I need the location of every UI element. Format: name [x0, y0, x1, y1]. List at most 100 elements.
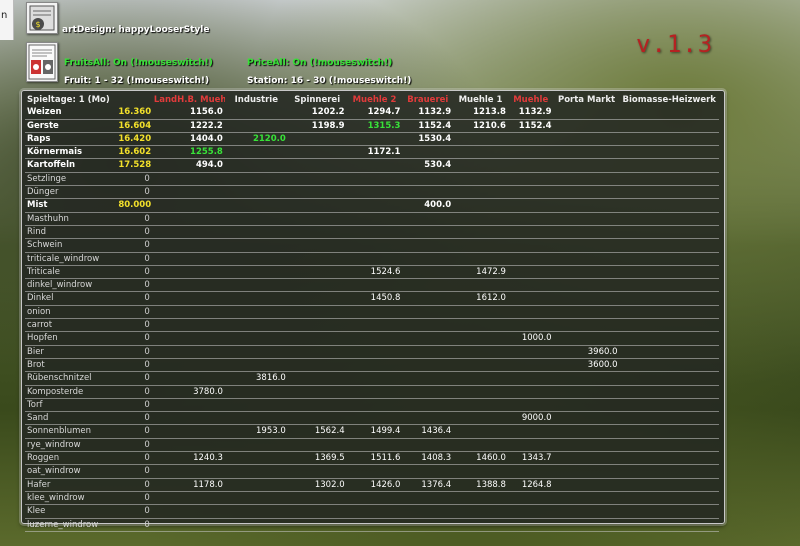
price-cell [402, 318, 454, 333]
stock-amount: 0 [116, 252, 152, 266]
price-cell [151, 424, 225, 439]
price-cell [287, 265, 347, 280]
price-cell [619, 478, 719, 492]
price-cell: 1315.3 [346, 119, 403, 133]
price-cell [553, 145, 620, 160]
price-cell [553, 238, 620, 253]
price-cell [453, 358, 508, 373]
price-cell [553, 504, 620, 519]
table-row: luzerne_windrow 0 [25, 518, 719, 532]
top-bar-fragment: n [0, 0, 14, 40]
price-cell [287, 212, 347, 226]
price-cell [287, 385, 347, 399]
table-row: Rind 0 [25, 225, 719, 240]
price-cell [507, 318, 554, 333]
price-cell: 494.0 [151, 158, 225, 173]
fruits-all-toggle[interactable]: FruitsAll: On (!mouseswitch!) [64, 58, 213, 68]
price-cell [507, 265, 554, 280]
price-cell [346, 345, 403, 359]
stock-amount: 0 [116, 331, 152, 346]
price-cell [507, 185, 554, 200]
price-cell [619, 518, 719, 532]
price-cell [402, 491, 454, 506]
price-cell [553, 518, 620, 532]
price-cell [553, 491, 620, 506]
table-row: Rübenschnitzel 0 3816.0 [25, 371, 719, 386]
table-row: Dinkel 0 1450.8 1612.0 [25, 291, 719, 306]
product-name: Dünger [25, 185, 117, 200]
fruit-range-switch[interactable]: Fruit: 1 - 32 (!mouseswitch!) [64, 76, 210, 86]
price-cell: 1132.9 [402, 106, 454, 120]
price-cell [507, 491, 554, 506]
price-cell [151, 198, 225, 213]
price-cell [453, 158, 508, 173]
price-cell: 1255.8 [151, 145, 225, 160]
price-cell [619, 491, 719, 506]
price-cell: 1530.4 [402, 132, 454, 147]
price-cell [553, 198, 620, 213]
price-cell [287, 438, 347, 453]
price-cell [346, 238, 403, 253]
price-cell [402, 185, 454, 200]
price-cell [402, 385, 454, 399]
stock-amount: 0 [116, 518, 152, 532]
price-cell [346, 212, 403, 226]
money-bag-icon[interactable]: $ [26, 2, 58, 34]
price-cell [287, 145, 347, 160]
price-cell [553, 158, 620, 173]
price-cell [453, 385, 508, 399]
price-cell [453, 464, 508, 479]
column-header: Muehle [513, 95, 549, 105]
document-stats-icon[interactable] [26, 42, 58, 82]
price-cell [346, 318, 403, 333]
price-cell [402, 398, 454, 413]
price-cell: 1376.4 [402, 478, 454, 492]
price-cell [553, 398, 620, 413]
price-cell [224, 158, 288, 173]
price-cell [224, 438, 288, 453]
price-cell [224, 145, 288, 160]
price-cell [453, 305, 508, 320]
stock-amount: 0 [116, 185, 152, 200]
price-cell [619, 185, 719, 200]
price-cell [553, 132, 620, 147]
price-all-toggle[interactable]: PriceAll: On (!mouseswitch!) [247, 58, 393, 68]
price-cell [151, 411, 225, 426]
price-cell [287, 158, 347, 173]
price-cell [287, 252, 347, 266]
station-range-switch[interactable]: Station: 16 - 30 (!mouseswitch!) [247, 76, 412, 86]
price-cell [402, 331, 454, 346]
price-cell [553, 424, 620, 439]
price-cell [507, 132, 554, 147]
art-design-label[interactable]: artDesign: happyLooserStyle [62, 25, 210, 35]
stock-amount: 0 [116, 398, 152, 413]
price-cell: 1152.4 [507, 119, 554, 133]
price-cell [453, 411, 508, 426]
price-cell [619, 145, 719, 160]
price-cell [151, 305, 225, 320]
price-cell: 1612.0 [453, 291, 508, 306]
price-cell [619, 291, 719, 306]
price-cell: 1408.3 [402, 451, 454, 466]
price-cell: 1222.2 [151, 119, 225, 133]
stock-amount: 0 [116, 438, 152, 453]
price-cell [619, 331, 719, 346]
price-cell: 1404.0 [151, 132, 225, 147]
price-cell [553, 411, 620, 426]
price-cell [453, 198, 508, 213]
table-row: Schwein 0 [25, 238, 719, 253]
price-cell [507, 345, 554, 359]
price-cell [151, 225, 225, 240]
price-cell [453, 398, 508, 413]
table-row: Klee 0 [25, 504, 719, 519]
price-cell [151, 252, 225, 266]
price-cell: 1172.1 [346, 145, 403, 160]
price-cell [453, 225, 508, 240]
price-cell [402, 411, 454, 426]
price-cell [619, 464, 719, 479]
price-cell [453, 504, 508, 519]
price-cell [619, 451, 719, 466]
price-cell: 530.4 [402, 158, 454, 173]
price-cell [287, 291, 347, 306]
price-cell [402, 212, 454, 226]
